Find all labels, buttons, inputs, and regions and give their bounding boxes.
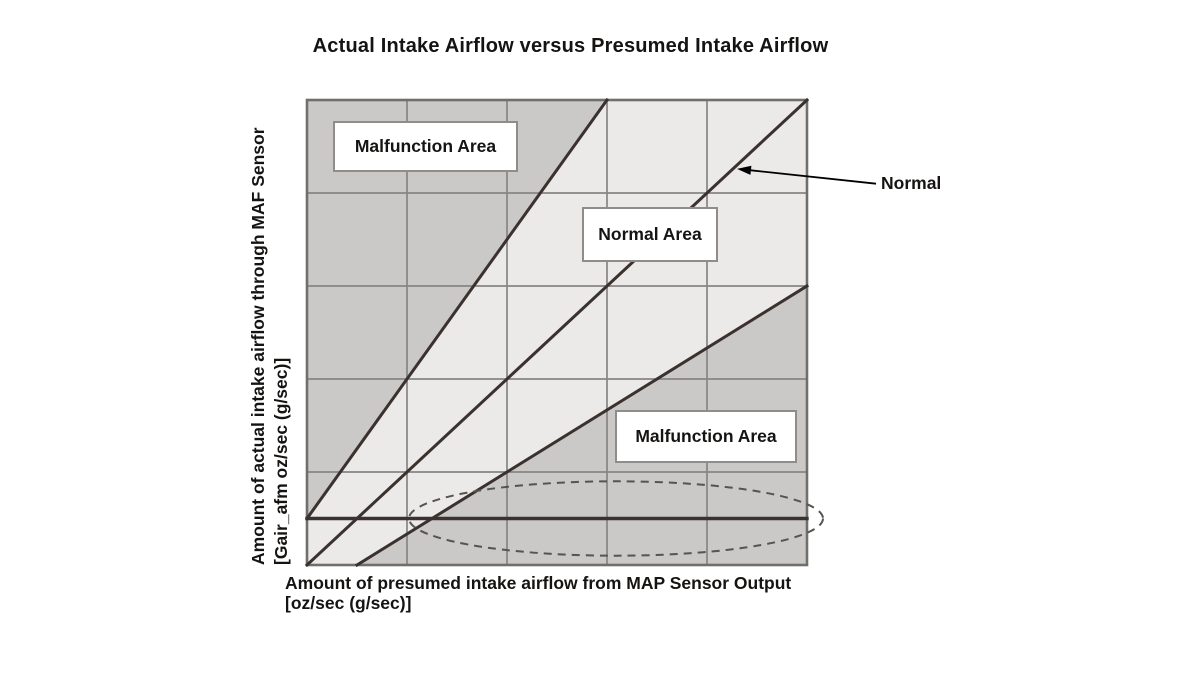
x-axis-label-line1: Amount of presumed intake airflow from M…: [285, 573, 792, 593]
y-axis-label-line1: Amount of actual intake airflow through …: [248, 127, 268, 565]
label-box-malfunction-upper: Malfunction Area: [333, 121, 518, 172]
normal-line-callout-label: Normal: [881, 173, 942, 193]
normal-area-label: Normal Area: [598, 224, 702, 244]
chart-title: Actual Intake Airflow versus Presumed In…: [312, 35, 829, 57]
label-box-malfunction-lower: Malfunction Area: [615, 410, 797, 463]
label-box-normal-area: Normal Area: [582, 207, 718, 262]
y-axis-label-line2: [Gair_afm oz/sec (g/sec)]: [271, 357, 291, 565]
malfunction-upper-label: Malfunction Area: [354, 136, 497, 156]
x-axis-label-line2: [oz/sec (g/sec)]: [285, 592, 412, 613]
y-axis-label: Amount of actual intake airflow through …: [247, 73, 293, 565]
x-axis-label: Amount of presumed intake airflow from M…: [285, 573, 885, 613]
malfunction-lower-label: Malfunction Area: [635, 426, 777, 446]
